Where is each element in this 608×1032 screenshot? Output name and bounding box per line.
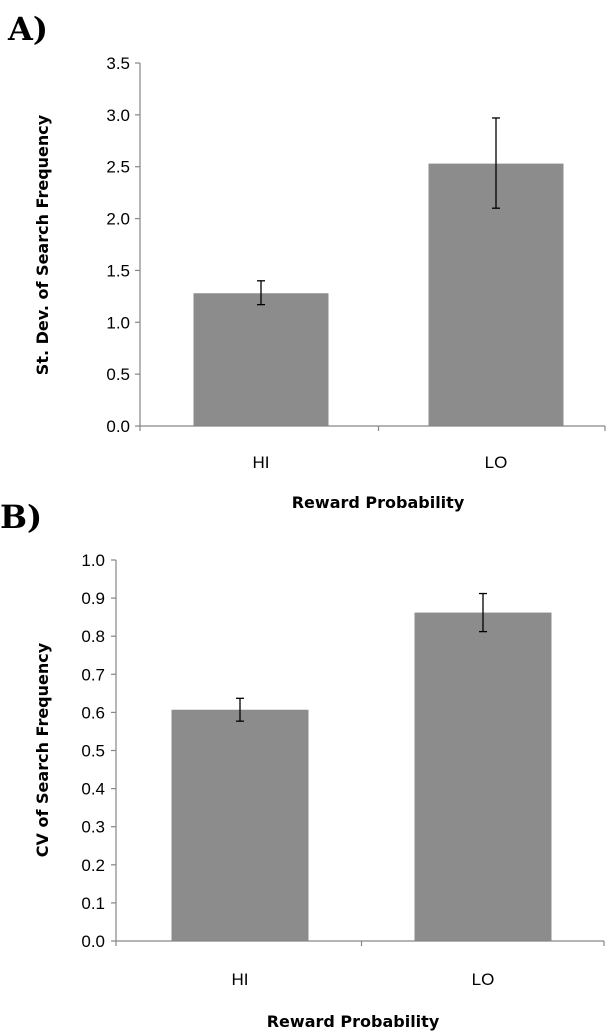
error-bars-group-a (257, 117, 500, 306)
error-bar-lo-a (492, 117, 500, 209)
y-tick-label-b: 0.7 (81, 665, 105, 684)
y-tick-label-a: 0.0 (106, 417, 130, 436)
panel-label-a: A) (7, 10, 48, 48)
y-axis-title-b: CV of Search Frequency (33, 642, 52, 857)
x-tick-label-hi-b: HI (232, 970, 249, 989)
y-tick-label-b: 0.9 (81, 589, 105, 608)
y-tick-label-a: 1.0 (106, 313, 130, 332)
y-tick-label-a: 0.5 (106, 365, 130, 384)
error-bar-lo-b (479, 592, 487, 633)
y-tick-label-a: 1.5 (106, 261, 130, 280)
panel-label-b: B) (0, 498, 42, 536)
x-tick-label-lo-a: LO (485, 453, 508, 472)
y-tick-label-b: 0.3 (81, 818, 105, 837)
chart-panel-b: B) 0.0 0.1 0.2 0.3 0.4 0.5 0.6 0.7 0.8 0.9 1.0 HI L… (0, 498, 605, 1031)
y-tick-label-a: 3.5 (106, 54, 130, 73)
x-tick-label-lo-b: LO (472, 970, 495, 989)
y-tick-label-a: 3.0 (106, 106, 130, 125)
y-tick-label-b: 0.2 (81, 856, 105, 875)
y-tick-label-b: 0.6 (81, 703, 105, 722)
error-bar-hi-b (236, 697, 244, 722)
bar-hi-b (171, 709, 309, 941)
y-tick-label-a: 2.5 (106, 158, 130, 177)
y-ticks-group-a: 0.0 0.5 1.0 1.5 2.0 2.5 3.0 3.5 (106, 54, 140, 436)
y-tick-label-a: 2.0 (106, 210, 130, 229)
y-tick-label-b: 0.4 (81, 780, 105, 799)
x-ticks-group-a: HI LO (253, 453, 508, 472)
error-bars-group-b (236, 592, 487, 722)
y-tick-label-b: 0.8 (81, 627, 105, 646)
bar-lo-b (414, 612, 552, 941)
chart-panel-a: A) 0.0 0.5 1.0 1.5 2.0 2.5 3.0 3.5 HI LO St. Dev… (7, 10, 606, 512)
y-tick-label-b: 1.0 (81, 551, 105, 570)
y-axis-title-a: St. Dev. of Search Frequency (33, 114, 52, 375)
x-axis-title-b: Reward Probability (267, 1012, 440, 1031)
x-ticks-group-b: HI LO (232, 970, 495, 989)
error-bar-hi-a (257, 280, 265, 306)
y-tick-label-b: 0.0 (81, 932, 105, 951)
y-tick-label-b: 0.1 (81, 894, 105, 913)
x-tick-label-hi-a: HI (253, 453, 270, 472)
bars-group-b (171, 612, 552, 941)
y-tick-label-b: 0.5 (81, 742, 105, 761)
y-ticks-group-b: 0.0 0.1 0.2 0.3 0.4 0.5 0.6 0.7 0.8 0.9 1.0 (81, 551, 116, 951)
bar-hi-a (193, 293, 329, 426)
bars-group-a (193, 163, 564, 427)
x-axis-title-a: Reward Probability (292, 493, 465, 512)
axes-group-a (139, 63, 606, 431)
